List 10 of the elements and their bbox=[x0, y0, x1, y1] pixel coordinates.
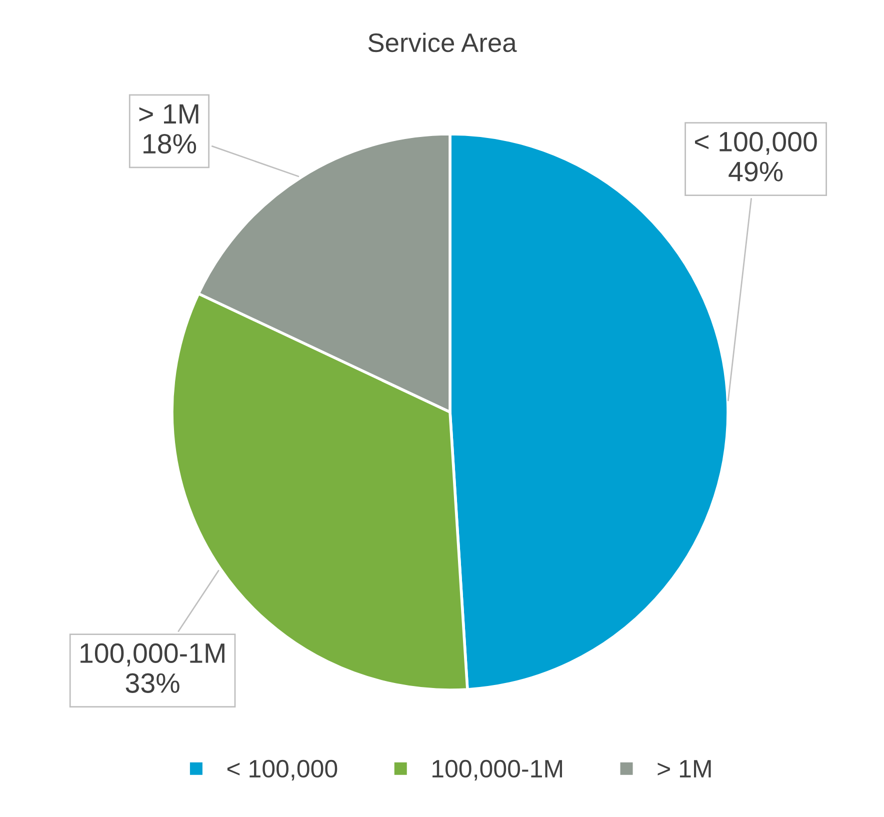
legend-label: 100,000-1M bbox=[432, 760, 562, 781]
legend-label: < 100,000 bbox=[227, 760, 338, 781]
chart-title: Service Area bbox=[368, 32, 517, 52]
slice-label: 100,000-1M bbox=[80, 643, 224, 666]
slice-label: < 100,000 bbox=[695, 132, 817, 155]
data-label: 18% bbox=[144, 134, 196, 154]
data-label: 33% bbox=[126, 673, 180, 693]
legend-label: > 1M bbox=[658, 760, 711, 778]
slice-label: > 1M bbox=[139, 104, 198, 124]
data-label: 49% bbox=[728, 162, 783, 182]
